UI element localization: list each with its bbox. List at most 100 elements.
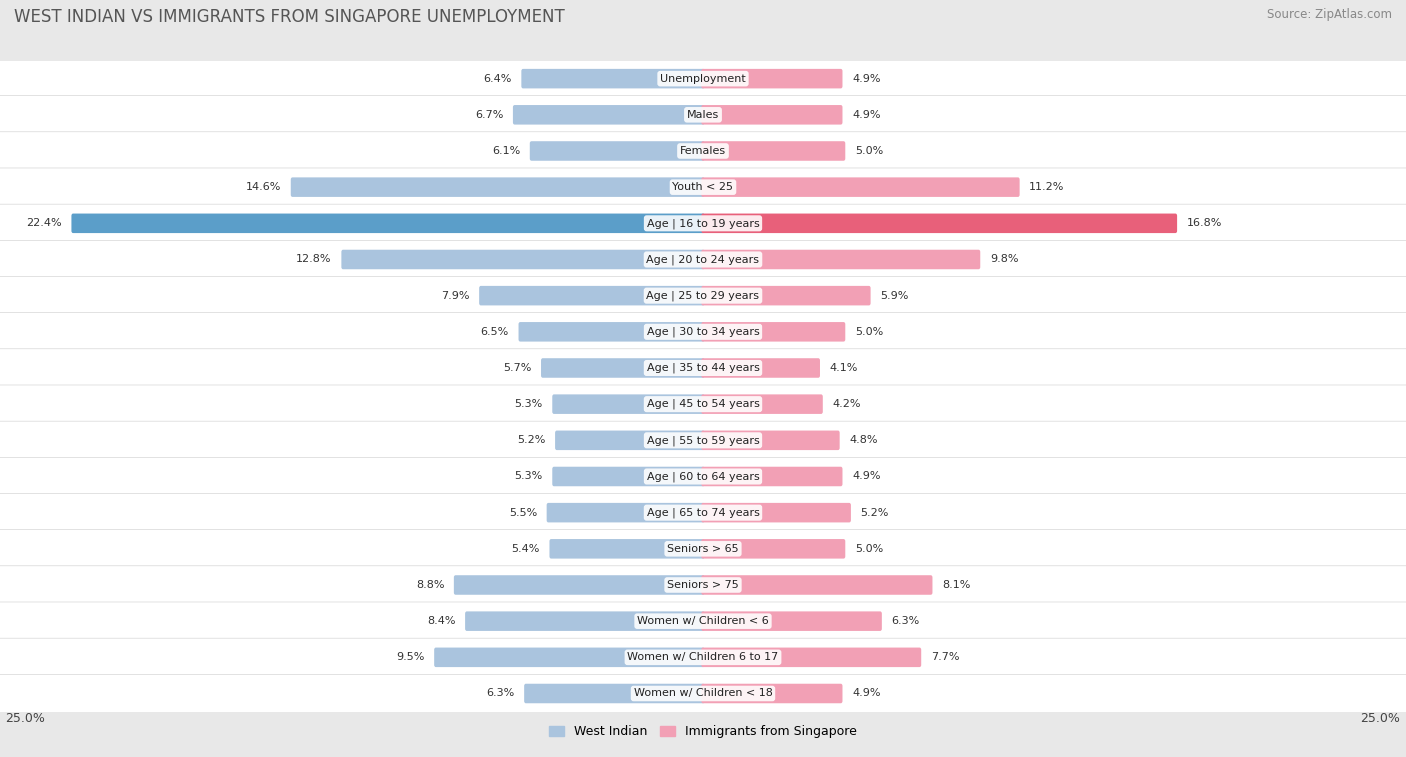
Text: Age | 65 to 74 years: Age | 65 to 74 years: [647, 507, 759, 518]
Text: Age | 20 to 24 years: Age | 20 to 24 years: [647, 254, 759, 265]
FancyBboxPatch shape: [0, 674, 1406, 712]
Text: Seniors > 75: Seniors > 75: [666, 580, 740, 590]
FancyBboxPatch shape: [291, 177, 704, 197]
Text: 5.4%: 5.4%: [512, 544, 540, 554]
FancyBboxPatch shape: [702, 213, 1177, 233]
FancyBboxPatch shape: [72, 213, 704, 233]
Text: Youth < 25: Youth < 25: [672, 182, 734, 192]
Text: Women w/ Children < 6: Women w/ Children < 6: [637, 616, 769, 626]
FancyBboxPatch shape: [550, 539, 704, 559]
FancyBboxPatch shape: [702, 250, 980, 269]
Text: WEST INDIAN VS IMMIGRANTS FROM SINGAPORE UNEMPLOYMENT: WEST INDIAN VS IMMIGRANTS FROM SINGAPORE…: [14, 8, 565, 26]
Text: 25.0%: 25.0%: [1361, 712, 1400, 724]
FancyBboxPatch shape: [479, 286, 704, 305]
Text: 4.9%: 4.9%: [852, 472, 880, 481]
Text: Unemployment: Unemployment: [661, 73, 745, 83]
FancyBboxPatch shape: [0, 168, 1406, 207]
FancyBboxPatch shape: [702, 467, 842, 486]
Text: 6.1%: 6.1%: [492, 146, 520, 156]
FancyBboxPatch shape: [0, 385, 1406, 423]
Text: 4.9%: 4.9%: [852, 689, 880, 699]
FancyBboxPatch shape: [702, 69, 842, 89]
FancyBboxPatch shape: [0, 602, 1406, 640]
Text: 5.2%: 5.2%: [517, 435, 546, 445]
Text: 5.5%: 5.5%: [509, 508, 537, 518]
Text: 5.2%: 5.2%: [860, 508, 889, 518]
FancyBboxPatch shape: [702, 177, 1019, 197]
Text: 4.8%: 4.8%: [849, 435, 877, 445]
Text: Age | 45 to 54 years: Age | 45 to 54 years: [647, 399, 759, 410]
FancyBboxPatch shape: [702, 322, 845, 341]
Text: 16.8%: 16.8%: [1187, 218, 1222, 229]
FancyBboxPatch shape: [0, 204, 1406, 242]
Text: Age | 30 to 34 years: Age | 30 to 34 years: [647, 326, 759, 337]
Text: 4.9%: 4.9%: [852, 110, 880, 120]
Text: 7.9%: 7.9%: [441, 291, 470, 301]
FancyBboxPatch shape: [702, 358, 820, 378]
Text: 8.1%: 8.1%: [942, 580, 970, 590]
Text: Age | 16 to 19 years: Age | 16 to 19 years: [647, 218, 759, 229]
FancyBboxPatch shape: [434, 647, 704, 667]
FancyBboxPatch shape: [0, 638, 1406, 677]
FancyBboxPatch shape: [0, 95, 1406, 134]
FancyBboxPatch shape: [524, 684, 704, 703]
FancyBboxPatch shape: [553, 394, 704, 414]
FancyBboxPatch shape: [522, 69, 704, 89]
FancyBboxPatch shape: [0, 457, 1406, 496]
FancyBboxPatch shape: [541, 358, 704, 378]
FancyBboxPatch shape: [0, 530, 1406, 568]
FancyBboxPatch shape: [0, 276, 1406, 315]
FancyBboxPatch shape: [702, 612, 882, 631]
FancyBboxPatch shape: [0, 421, 1406, 459]
Text: 6.4%: 6.4%: [484, 73, 512, 83]
Text: 6.3%: 6.3%: [891, 616, 920, 626]
Text: Seniors > 65: Seniors > 65: [668, 544, 738, 554]
Text: Source: ZipAtlas.com: Source: ZipAtlas.com: [1267, 8, 1392, 20]
Text: 5.9%: 5.9%: [880, 291, 908, 301]
Text: 22.4%: 22.4%: [27, 218, 62, 229]
FancyBboxPatch shape: [702, 539, 845, 559]
FancyBboxPatch shape: [702, 286, 870, 305]
FancyBboxPatch shape: [530, 142, 704, 160]
FancyBboxPatch shape: [702, 647, 921, 667]
FancyBboxPatch shape: [702, 431, 839, 450]
FancyBboxPatch shape: [0, 565, 1406, 604]
Text: Females: Females: [681, 146, 725, 156]
Text: 7.7%: 7.7%: [931, 653, 959, 662]
Text: 14.6%: 14.6%: [246, 182, 281, 192]
Text: 6.3%: 6.3%: [486, 689, 515, 699]
Text: Women w/ Children 6 to 17: Women w/ Children 6 to 17: [627, 653, 779, 662]
FancyBboxPatch shape: [0, 494, 1406, 532]
Text: Age | 55 to 59 years: Age | 55 to 59 years: [647, 435, 759, 446]
Text: 4.9%: 4.9%: [852, 73, 880, 83]
Text: Age | 35 to 44 years: Age | 35 to 44 years: [647, 363, 759, 373]
FancyBboxPatch shape: [519, 322, 704, 341]
Text: 25.0%: 25.0%: [6, 712, 45, 724]
Text: 4.2%: 4.2%: [832, 399, 860, 409]
FancyBboxPatch shape: [465, 612, 704, 631]
Text: Women w/ Children < 18: Women w/ Children < 18: [634, 689, 772, 699]
FancyBboxPatch shape: [702, 575, 932, 595]
Text: 9.8%: 9.8%: [990, 254, 1018, 264]
FancyBboxPatch shape: [0, 132, 1406, 170]
Text: 4.1%: 4.1%: [830, 363, 858, 373]
FancyBboxPatch shape: [342, 250, 704, 269]
Text: 8.8%: 8.8%: [416, 580, 444, 590]
Text: 5.0%: 5.0%: [855, 327, 883, 337]
FancyBboxPatch shape: [0, 349, 1406, 387]
FancyBboxPatch shape: [702, 105, 842, 125]
FancyBboxPatch shape: [702, 503, 851, 522]
Text: 5.3%: 5.3%: [515, 399, 543, 409]
Text: Males: Males: [688, 110, 718, 120]
FancyBboxPatch shape: [553, 467, 704, 486]
Text: 5.3%: 5.3%: [515, 472, 543, 481]
FancyBboxPatch shape: [0, 313, 1406, 351]
FancyBboxPatch shape: [702, 142, 845, 160]
FancyBboxPatch shape: [0, 240, 1406, 279]
Text: 6.5%: 6.5%: [481, 327, 509, 337]
Text: 11.2%: 11.2%: [1029, 182, 1064, 192]
Text: Age | 60 to 64 years: Age | 60 to 64 years: [647, 472, 759, 481]
FancyBboxPatch shape: [555, 431, 704, 450]
Text: 6.7%: 6.7%: [475, 110, 503, 120]
Text: 9.5%: 9.5%: [396, 653, 425, 662]
